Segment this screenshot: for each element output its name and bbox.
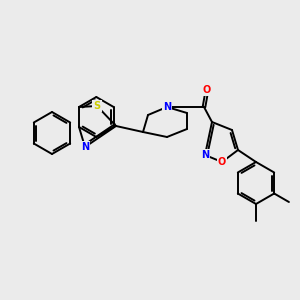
Text: N: N — [201, 150, 209, 160]
Text: O: O — [218, 157, 226, 167]
Text: S: S — [93, 101, 100, 111]
Text: N: N — [163, 102, 171, 112]
Text: N: N — [81, 142, 89, 152]
Text: O: O — [203, 85, 211, 95]
